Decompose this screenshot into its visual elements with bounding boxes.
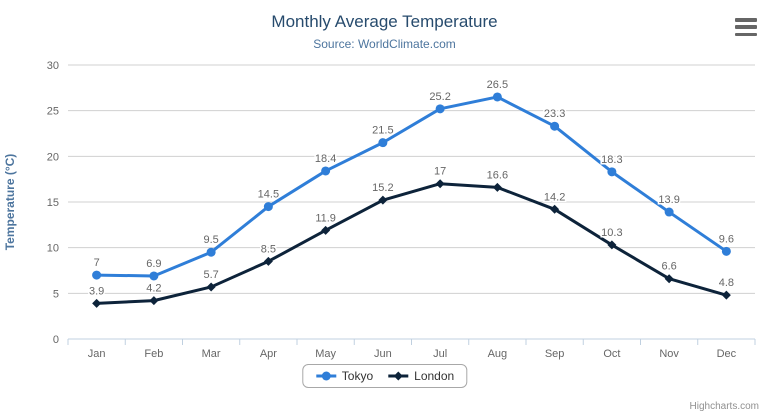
data-point-tokyo[interactable]	[664, 207, 674, 217]
data-label-london: 16.6	[487, 169, 508, 181]
data-point-tokyo[interactable]	[435, 104, 445, 114]
y-axis-label: 5	[53, 288, 59, 300]
hamburger-icon	[735, 32, 757, 36]
legend-label-tokyo: Tokyo	[341, 369, 374, 383]
data-point-london[interactable]	[607, 240, 617, 250]
data-label-london: 17	[434, 166, 446, 178]
data-point-tokyo[interactable]	[263, 202, 273, 212]
y-axis-label: 25	[47, 106, 59, 118]
data-label-london: 10.3	[601, 227, 622, 239]
data-point-tokyo[interactable]	[321, 166, 331, 176]
x-axis-label: May	[315, 348, 336, 360]
data-label-london: 4.2	[146, 283, 161, 295]
x-axis-label: Jan	[88, 348, 106, 360]
data-label-tokyo: 6.9	[146, 258, 161, 270]
legend-item-tokyo[interactable]: Tokyo	[315, 369, 373, 383]
y-axis-label: 30	[47, 60, 59, 72]
data-label-london: 8.5	[261, 243, 276, 255]
data-point-london[interactable]	[378, 195, 388, 205]
data-point-london[interactable]	[435, 179, 445, 189]
legend-label-london: London	[414, 369, 455, 383]
legend-marker-tokyo	[315, 371, 336, 381]
data-label-london: 4.8	[719, 277, 734, 289]
x-axis-label: Sep	[545, 348, 565, 360]
data-point-tokyo[interactable]	[206, 247, 216, 257]
data-label-london: 5.7	[203, 269, 218, 281]
data-label-tokyo: 18.3	[601, 154, 622, 166]
credits-link[interactable]: Highcharts.com	[689, 401, 759, 412]
x-axis-label: Oct	[603, 348, 620, 360]
x-axis-label: Mar	[202, 348, 221, 360]
chart-title: Monthly Average Temperature	[271, 12, 498, 31]
chart-subtitle: Source: WorldClimate.com	[313, 37, 456, 51]
legend-item-london[interactable]: London	[387, 369, 454, 383]
data-point-london[interactable]	[321, 225, 331, 235]
data-point-london[interactable]	[721, 290, 731, 300]
data-point-tokyo[interactable]	[149, 271, 159, 281]
x-axis-label: Dec	[717, 348, 737, 360]
data-label-tokyo: 25.2	[429, 91, 450, 103]
data-point-tokyo[interactable]	[550, 121, 560, 131]
data-label-london: 15.2	[372, 182, 393, 194]
legend: Tokyo London	[301, 364, 468, 388]
data-point-london[interactable]	[492, 182, 502, 192]
y-axis-title: Temperature (°C)	[3, 154, 17, 251]
data-point-tokyo[interactable]	[607, 167, 617, 177]
x-axis-label: Nov	[659, 348, 679, 360]
x-axis-label: Jun	[374, 348, 392, 360]
data-point-tokyo[interactable]	[721, 246, 731, 256]
data-label-tokyo: 26.5	[487, 79, 508, 91]
y-axis-label: 0	[53, 334, 59, 346]
x-axis-label: Aug	[488, 348, 508, 360]
x-axis-label: Feb	[144, 348, 163, 360]
data-label-tokyo: 9.6	[719, 233, 734, 245]
data-point-london[interactable]	[92, 298, 102, 308]
data-label-london: 11.9	[315, 212, 336, 224]
data-point-tokyo[interactable]	[92, 270, 102, 280]
data-label-tokyo: 23.3	[544, 108, 565, 120]
data-label-tokyo: 9.5	[203, 234, 218, 246]
y-axis-label: 20	[47, 151, 59, 163]
legend-marker-london	[388, 371, 409, 381]
data-label-tokyo: 14.5	[258, 189, 279, 201]
hamburger-icon	[735, 18, 757, 22]
data-point-london[interactable]	[149, 296, 159, 306]
x-axis-label: Apr	[260, 348, 277, 360]
data-label-london: 3.9	[89, 285, 104, 297]
data-point-london[interactable]	[263, 256, 273, 266]
data-label-tokyo: 13.9	[658, 194, 679, 206]
data-label-london: 14.2	[544, 191, 565, 203]
y-axis-label: 15	[47, 197, 59, 209]
series-line-tokyo	[95, 95, 728, 278]
data-point-london[interactable]	[550, 204, 560, 214]
data-point-tokyo[interactable]	[378, 138, 388, 148]
data-label-tokyo: 21.5	[372, 125, 393, 137]
x-axis-label: Jul	[433, 348, 447, 360]
context-menu-button[interactable]	[735, 18, 757, 36]
series-line-london	[95, 182, 728, 305]
hamburger-icon	[735, 25, 757, 29]
data-point-tokyo[interactable]	[492, 92, 502, 102]
data-label-tokyo: 18.4	[315, 153, 336, 165]
data-label-tokyo: 7	[94, 257, 100, 269]
data-point-london[interactable]	[664, 274, 674, 284]
y-axis-label: 10	[47, 243, 59, 255]
data-point-london[interactable]	[206, 282, 216, 292]
data-label-london: 6.6	[661, 261, 676, 273]
